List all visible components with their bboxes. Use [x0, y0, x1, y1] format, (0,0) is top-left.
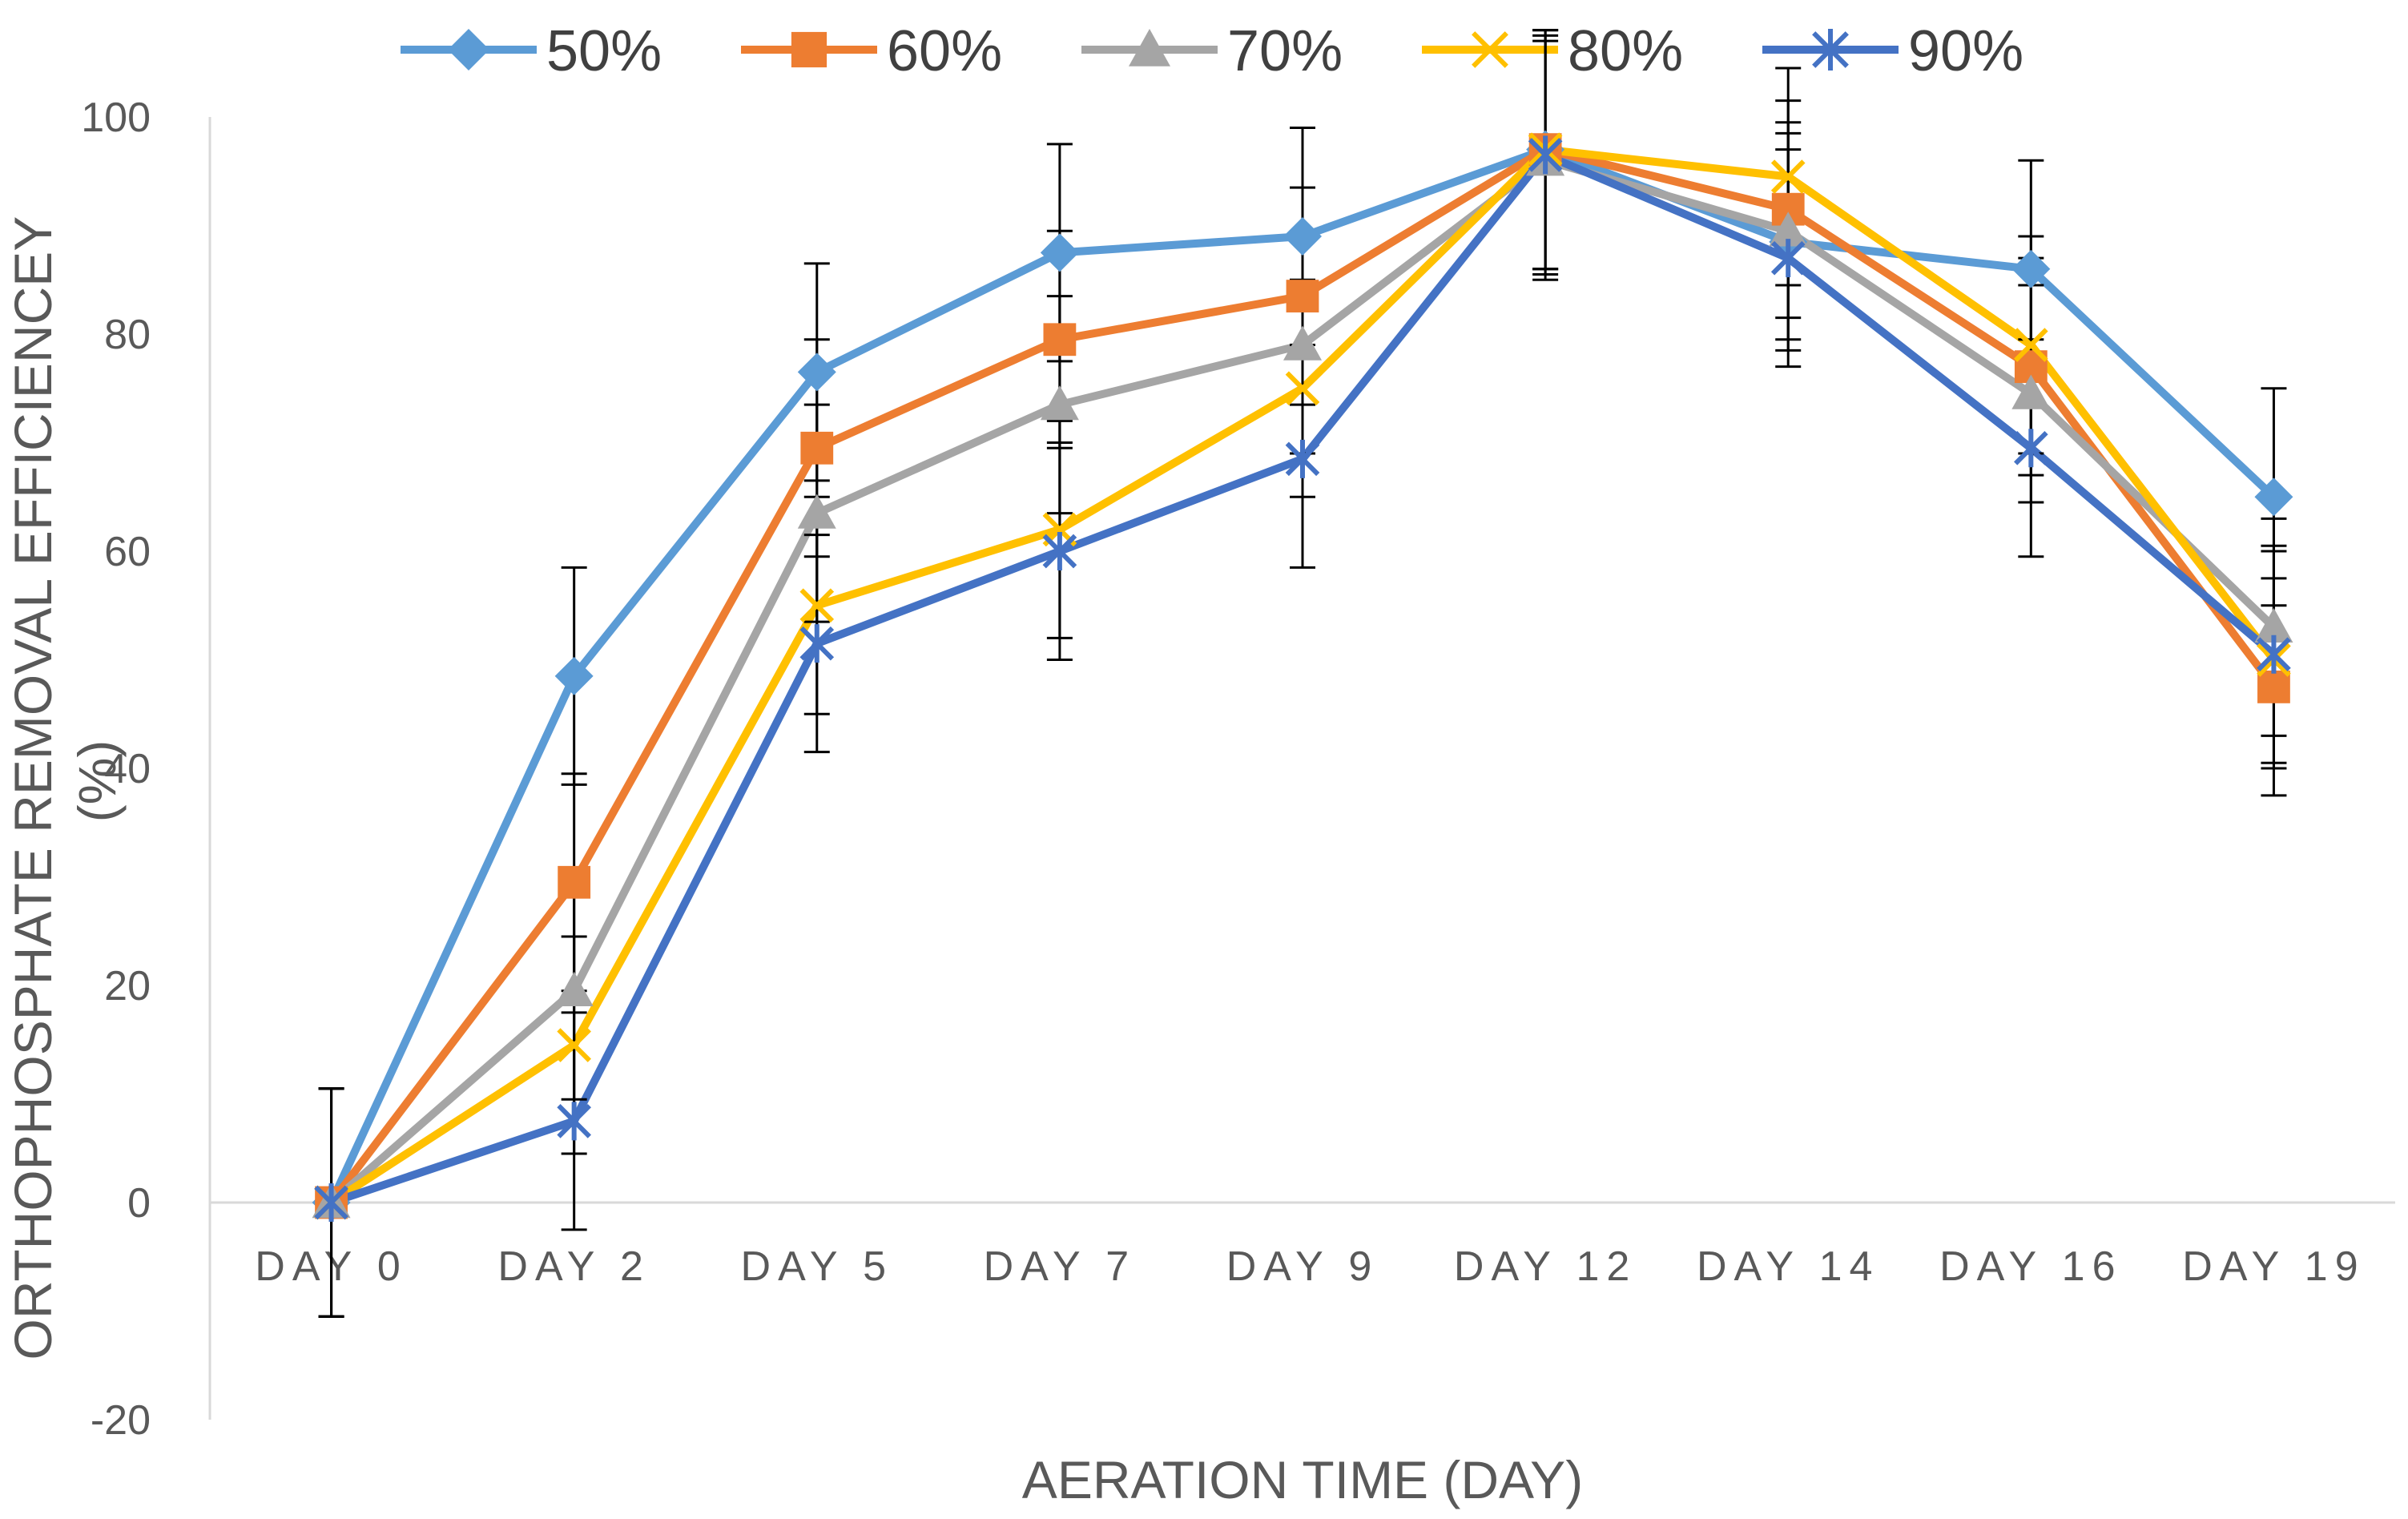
data-point — [1770, 239, 1806, 278]
data-point — [1285, 371, 1320, 406]
legend-label: 80% — [1568, 19, 1683, 83]
data-point — [799, 588, 835, 623]
data-point — [1040, 233, 1079, 272]
data-point — [2254, 477, 2293, 517]
y-tick-label: 60 — [104, 529, 151, 575]
data-point — [2011, 374, 2051, 409]
data-markers — [312, 130, 2293, 1222]
data-point — [2257, 670, 2290, 703]
legend-marker — [791, 31, 827, 68]
data-point — [799, 624, 835, 663]
data-point — [554, 971, 594, 1006]
y-axis-title-line-2: (%) — [67, 740, 127, 823]
legend-marker — [1472, 31, 1508, 68]
data-point — [1285, 439, 1320, 478]
legend-label: 90% — [1908, 19, 2023, 83]
data-point — [1040, 385, 1079, 421]
legend-marker — [448, 29, 489, 71]
data-point — [800, 431, 834, 465]
y-tick-label: 20 — [104, 963, 151, 1009]
legend-item: 70% — [1081, 19, 1343, 83]
x-tick-label: DAY 12 — [1454, 1243, 1637, 1290]
x-tick-label: DAY 14 — [1697, 1243, 1879, 1290]
data-point — [1283, 217, 1322, 256]
data-point — [1043, 323, 1077, 357]
legend: 50% 60% 70% 80% 90% — [401, 19, 2023, 83]
data-point — [557, 1102, 591, 1141]
data-point — [1286, 280, 1319, 312]
x-tick-label: DAY 16 — [1939, 1243, 2122, 1290]
data-point — [558, 865, 591, 899]
legend-item: 50% — [401, 19, 662, 83]
data-point — [314, 1183, 348, 1222]
data-point — [2254, 607, 2293, 643]
y-tick-labels: -20 0 20 40 60 80 100 — [81, 95, 151, 1444]
data-point — [2257, 635, 2291, 674]
y-axis-title-line-1: ORTHOPHOSPHATE REMOVAL EFFICIENCEY — [3, 217, 62, 1360]
y-tick-label: 40 — [104, 746, 151, 792]
data-point — [1283, 325, 1322, 361]
y-tick-label: 0 — [127, 1180, 151, 1227]
data-point — [557, 1028, 591, 1062]
legend-label: 70% — [1227, 19, 1343, 83]
legend-label: 50% — [546, 19, 662, 83]
data-point — [1769, 212, 1808, 247]
x-axis-title: AERATION TIME (DAY) — [1022, 1450, 1583, 1509]
x-tick-label: DAY 9 — [1226, 1243, 1379, 1290]
x-tick-label: DAY 5 — [741, 1243, 894, 1290]
data-point — [797, 353, 836, 392]
data-point — [1528, 135, 1563, 175]
legend-item: 60% — [741, 19, 1002, 83]
data-point — [554, 656, 594, 695]
data-point — [797, 494, 836, 529]
data-point — [2011, 249, 2051, 288]
data-point — [2014, 328, 2048, 362]
legend-item: 90% — [1762, 19, 2023, 83]
legend-marker — [1129, 29, 1170, 66]
y-axis-title: ORTHOPHOSPHATE REMOVAL EFFICIENCEY (%) — [3, 203, 127, 1360]
x-tick-labels: DAY 0 DAY 2 DAY 5 DAY 7 DAY 9 DAY 12 DAY 14 DAY… — [255, 1243, 2365, 1290]
data-point — [1770, 159, 1806, 194]
y-tick-label: 80 — [104, 312, 151, 358]
legend-marker — [1812, 29, 1849, 71]
x-tick-label: DAY 2 — [497, 1243, 650, 1290]
data-point — [1042, 532, 1077, 570]
y-tick-label: 100 — [81, 95, 151, 141]
x-tick-label: DAY 19 — [2182, 1243, 2365, 1290]
y-tick-label: -20 — [91, 1397, 151, 1444]
legend-item: 80% — [1422, 19, 1683, 83]
x-tick-label: DAY 7 — [984, 1243, 1137, 1290]
legend-label: 60% — [887, 19, 1002, 83]
data-point — [2014, 429, 2048, 468]
x-tick-label: DAY 0 — [255, 1243, 408, 1290]
